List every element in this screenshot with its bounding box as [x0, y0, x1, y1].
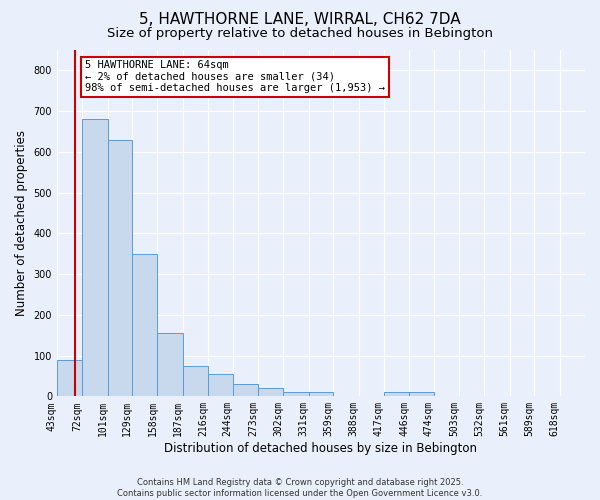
Bar	[82, 120, 107, 396]
Y-axis label: Number of detached properties: Number of detached properties	[15, 130, 28, 316]
Bar	[309, 392, 333, 396]
Bar	[183, 366, 208, 396]
Bar	[157, 333, 183, 396]
Text: Size of property relative to detached houses in Bebington: Size of property relative to detached ho…	[107, 28, 493, 40]
X-axis label: Distribution of detached houses by size in Bebington: Distribution of detached houses by size …	[164, 442, 478, 455]
Bar	[283, 392, 309, 396]
Bar	[409, 392, 434, 396]
Bar	[57, 360, 82, 397]
Bar	[384, 392, 409, 396]
Bar	[107, 140, 132, 396]
Bar	[233, 384, 258, 396]
Text: 5 HAWTHORNE LANE: 64sqm
← 2% of detached houses are smaller (34)
98% of semi-det: 5 HAWTHORNE LANE: 64sqm ← 2% of detached…	[85, 60, 385, 94]
Text: 5, HAWTHORNE LANE, WIRRAL, CH62 7DA: 5, HAWTHORNE LANE, WIRRAL, CH62 7DA	[139, 12, 461, 28]
Text: Contains HM Land Registry data © Crown copyright and database right 2025.
Contai: Contains HM Land Registry data © Crown c…	[118, 478, 482, 498]
Bar	[258, 388, 283, 396]
Bar	[132, 254, 157, 396]
Bar	[208, 374, 233, 396]
